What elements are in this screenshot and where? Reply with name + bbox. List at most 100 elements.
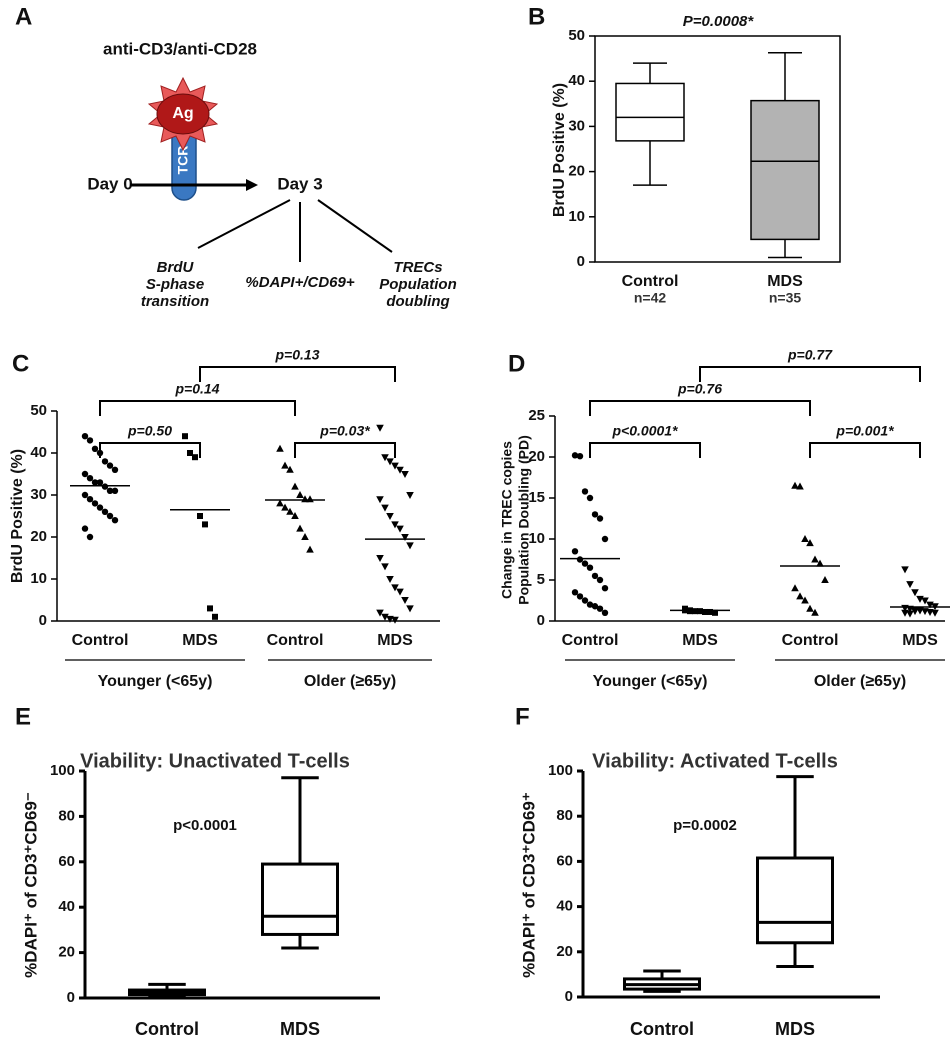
- data-point: [202, 521, 208, 528]
- box: [750, 99, 820, 241]
- data-point: [212, 613, 218, 620]
- group-label: Older (≥65y): [304, 673, 396, 690]
- data-point: [581, 597, 589, 604]
- y-tick-label: 0: [67, 989, 75, 1006]
- y-axis-label: %DAPI⁺ of CD3⁺CD69⁻: [21, 792, 40, 978]
- receptor-label: TCR: [175, 146, 191, 175]
- data-point: [712, 609, 718, 616]
- data-point: [591, 603, 599, 610]
- data-point: [276, 499, 284, 507]
- data-point: [301, 533, 309, 540]
- comparison-bracket: [809, 442, 921, 458]
- readout-label: doubling: [386, 293, 449, 310]
- p-value-annotation: p=0.0002: [673, 817, 737, 834]
- y-tick-label: 10: [528, 530, 545, 547]
- data-point: [697, 608, 703, 615]
- panel-letter: E: [15, 703, 31, 730]
- comparison-label: p=0.76: [677, 381, 722, 397]
- x-tick-label: MDS: [377, 632, 413, 649]
- data-point: [306, 495, 314, 503]
- data-point: [376, 496, 384, 504]
- group-label: Younger (<65y): [98, 673, 213, 690]
- data-point: [291, 512, 299, 519]
- y-tick-label: 60: [556, 852, 573, 869]
- data-point: [571, 452, 579, 459]
- data-point: [586, 601, 594, 608]
- data-point: [276, 444, 284, 452]
- y-axis-label: Population Doubling (PD): [516, 435, 532, 605]
- data-point: [576, 556, 584, 563]
- data-point: [911, 608, 919, 616]
- y-tick-label: 0: [39, 612, 47, 629]
- data-point: [101, 508, 109, 515]
- end-label: Day 3: [277, 174, 322, 193]
- data-point: [106, 512, 114, 520]
- data-point: [187, 450, 193, 456]
- comparison-bracket: [99, 442, 201, 458]
- data-point: [306, 545, 314, 553]
- data-point: [702, 608, 708, 615]
- x-tick-label: MDS: [902, 632, 938, 649]
- data-point: [396, 588, 404, 596]
- data-point: [396, 466, 404, 474]
- data-point: [811, 555, 819, 563]
- data-point: [106, 487, 114, 494]
- antigen-shape: [156, 93, 210, 135]
- comparison-bracket: [699, 366, 921, 382]
- comparison-bracket: [589, 400, 811, 416]
- data-point: [391, 521, 399, 529]
- data-point: [921, 597, 929, 605]
- y-axis-label: Change in TREC copies: [499, 441, 515, 599]
- data-point: [192, 454, 198, 461]
- y-tick-label: 50: [30, 402, 47, 419]
- readout-label: S-phase: [146, 276, 204, 293]
- data-point: [91, 479, 99, 486]
- data-point: [401, 471, 409, 478]
- data-point: [687, 608, 693, 615]
- data-point: [821, 576, 829, 583]
- data-point: [86, 475, 94, 482]
- data-point: [581, 560, 589, 567]
- data-point: [796, 592, 804, 600]
- x-tick-label: Control: [72, 632, 129, 649]
- data-point: [381, 504, 389, 512]
- data-point: [381, 613, 389, 621]
- data-point: [296, 524, 304, 532]
- readout-label: %DAPI+/CD69+: [245, 274, 354, 291]
- data-point: [591, 572, 599, 580]
- panel-letter: C: [12, 350, 29, 377]
- x-tick-label: Control: [622, 273, 679, 290]
- data-point: [281, 461, 289, 469]
- comparison-label: p=0.50: [127, 423, 172, 439]
- data-point: [101, 458, 109, 465]
- box: [615, 82, 685, 142]
- plot-frame: [594, 35, 841, 263]
- x-tick-label: MDS: [182, 632, 218, 649]
- data-point: [571, 589, 579, 596]
- comparison-label: p=0.03*: [319, 423, 370, 439]
- data-point: [791, 481, 799, 489]
- data-point: [101, 483, 109, 490]
- branch-line: [317, 199, 393, 253]
- y-tick-label: 40: [58, 898, 75, 915]
- y-tick-label: 40: [30, 444, 47, 461]
- data-point: [381, 563, 389, 571]
- comparison-bracket: [199, 366, 396, 382]
- start-label: Day 0: [87, 174, 132, 193]
- x-tick-label: MDS: [767, 273, 803, 290]
- data-point: [96, 479, 104, 486]
- y-tick-label: 80: [58, 807, 75, 824]
- data-point: [796, 482, 804, 490]
- data-point: [86, 533, 94, 541]
- y-tick-label: 80: [556, 807, 573, 824]
- data-point: [182, 433, 188, 440]
- data-point: [586, 564, 594, 571]
- data-point: [81, 491, 89, 499]
- data-point: [197, 513, 203, 519]
- y-axis-label: BrdU Positive (%): [9, 449, 26, 583]
- data-point: [806, 604, 814, 612]
- data-point: [381, 454, 389, 462]
- data-point: [816, 559, 824, 567]
- comparison-label: p<0.0001*: [612, 423, 679, 439]
